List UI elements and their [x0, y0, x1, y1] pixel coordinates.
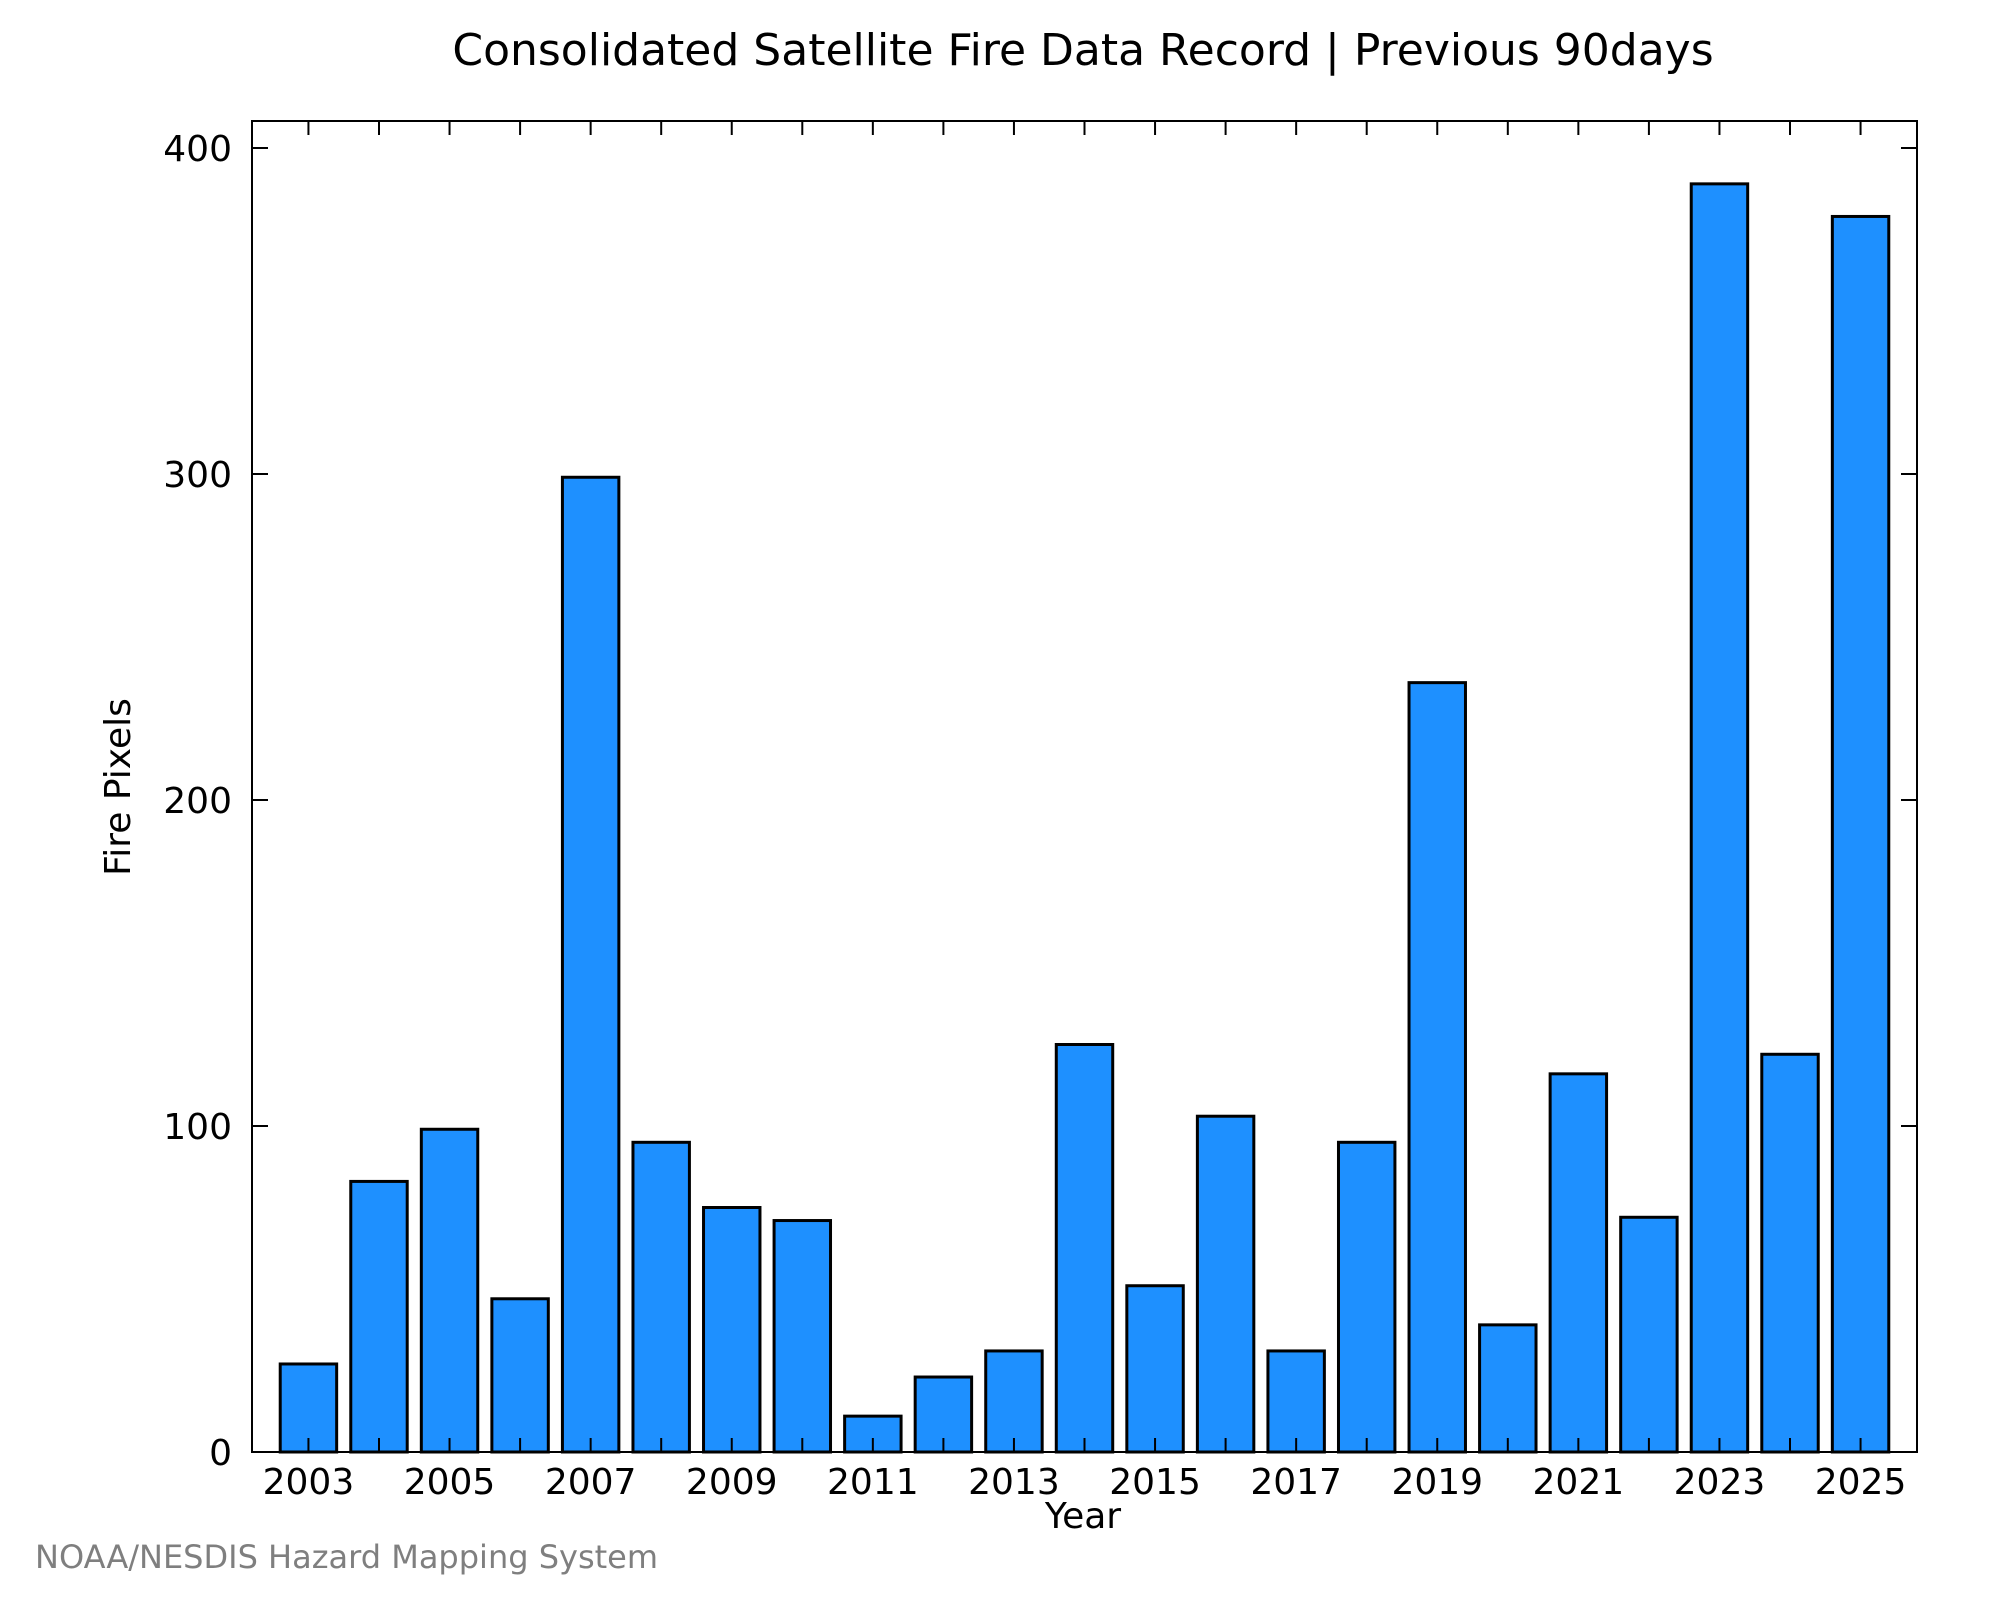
bar-2004: [349, 1179, 409, 1454]
bar-2006: [490, 1297, 550, 1454]
bar-2008: [631, 1140, 691, 1454]
bar-2009: [702, 1206, 762, 1454]
bar-2014: [1054, 1043, 1115, 1454]
y-tick-label: 400: [163, 129, 232, 170]
x-tick-label: 2011: [827, 1462, 919, 1503]
bar-2025: [1830, 214, 1891, 1454]
x-tick-label: 2017: [1250, 1462, 1342, 1503]
x-tick-label: 2025: [1815, 1462, 1907, 1503]
bar-2005: [419, 1127, 480, 1454]
y-tick-label: 300: [163, 455, 232, 496]
bar-2024: [1760, 1052, 1820, 1454]
x-axis-label: Year: [1044, 1496, 1121, 1537]
bar-2007: [560, 475, 621, 1454]
x-tick-label: 2007: [545, 1462, 637, 1503]
x-tick-label: 2015: [1109, 1462, 1201, 1503]
bar-2016: [1195, 1114, 1256, 1454]
x-tick-label: 2021: [1533, 1462, 1625, 1503]
x-tick-label: 2019: [1391, 1462, 1483, 1503]
bar-2018: [1336, 1140, 1397, 1454]
y-tick-label: 100: [163, 1107, 232, 1148]
y-axis-label: Fire Pixels: [98, 698, 139, 876]
bar-2023: [1689, 182, 1750, 1454]
y-axis: 0 100 200 300 400: [163, 129, 1917, 1474]
bar-2015: [1125, 1284, 1185, 1454]
credit-text: NOAA/NESDIS Hazard Mapping System: [35, 1538, 658, 1576]
bar-2010: [772, 1219, 833, 1454]
bar-2013: [984, 1349, 1044, 1454]
bars-group: [278, 182, 1891, 1454]
bar-2017: [1266, 1349, 1326, 1454]
x-tick-label: 2003: [263, 1462, 355, 1503]
bar-2019: [1407, 681, 1467, 1454]
x-tick-label: 2013: [968, 1462, 1060, 1503]
bar-2021: [1548, 1072, 1609, 1454]
y-tick-label: 0: [209, 1433, 232, 1474]
chart-title: Consolidated Satellite Fire Data Record …: [452, 25, 1713, 76]
x-tick-label: 2023: [1674, 1462, 1766, 1503]
x-tick-label: 2009: [686, 1462, 778, 1503]
bar-2020: [1478, 1323, 1538, 1454]
x-axis: 2003 2005 2007 2009 2011 2013 2015 2017 2019 2021…: [263, 121, 1907, 1503]
x-tick-label: 2005: [404, 1462, 496, 1503]
y-tick-label: 200: [163, 781, 232, 822]
bar-2022: [1619, 1215, 1679, 1454]
